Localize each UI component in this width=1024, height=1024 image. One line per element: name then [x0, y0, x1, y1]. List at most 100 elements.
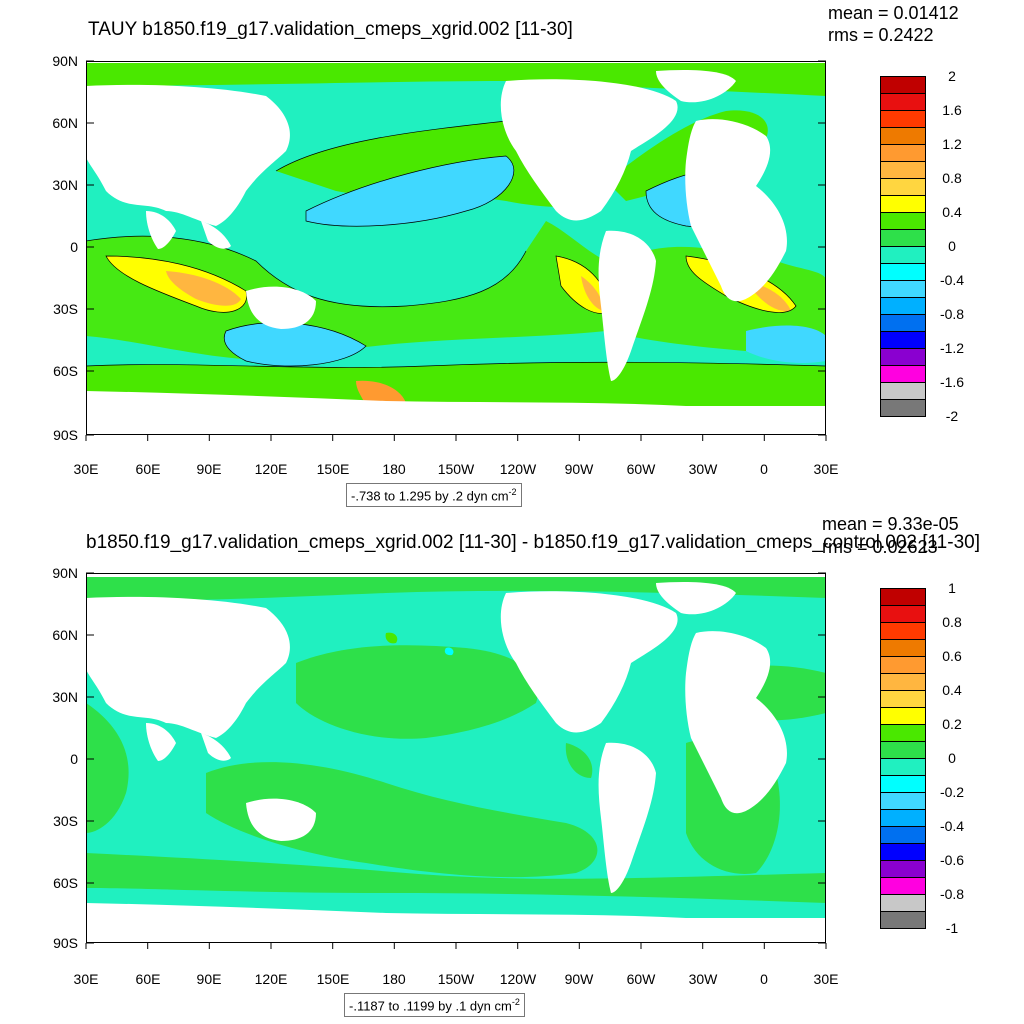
- colorbar-tick-label: 0.8: [942, 614, 962, 630]
- lat-label: 90S: [53, 935, 78, 951]
- colorbar-tick-label: -0.6: [939, 852, 965, 868]
- colorbar-swatch: [880, 792, 926, 810]
- lon-label: 30W: [688, 971, 718, 987]
- colorbar-swatch: [880, 707, 926, 725]
- colorbar-tick-label: 0.2: [942, 716, 962, 732]
- colorbar-swatch: [880, 263, 926, 281]
- colorbar-tick-label: -1.2: [939, 340, 965, 356]
- land-south-america: [598, 742, 656, 893]
- colorbar-swatch: [880, 365, 926, 383]
- colorbar-swatch: [880, 758, 926, 776]
- land-antarctica: [86, 391, 826, 435]
- map-ticks: [85, 60, 827, 441]
- land-greenland: [656, 582, 736, 615]
- panel-title: TAUY b1850.f19_g17.validation_cmeps_xgri…: [88, 19, 573, 40]
- positive-anomaly-regions: [86, 577, 826, 903]
- colorbar-swatch: [880, 809, 926, 827]
- lon-label: 0: [760, 971, 768, 987]
- map-ticks: [85, 572, 827, 949]
- land-asia: [86, 84, 290, 226]
- lat-label: 60N: [52, 115, 78, 131]
- lon-label: 150E: [316, 971, 350, 987]
- colorbar-tick-label: -1.6: [939, 374, 965, 390]
- colorbar-swatch: [880, 127, 926, 145]
- contour-info-label: -.1187 to .1199 by .1 dyn cm-2: [344, 993, 525, 1018]
- blue-core-south-pacific: [224, 322, 366, 366]
- colorbar-swatch: [880, 860, 926, 878]
- colorbar-swatch: [880, 826, 926, 844]
- colorbar-swatch: [880, 894, 926, 912]
- colorbar-tick-label: 0.8: [942, 170, 962, 186]
- lat-label: 30N: [52, 177, 78, 193]
- lat-label: 0: [70, 751, 78, 767]
- land-india: [146, 723, 176, 761]
- lat-label: 60S: [53, 875, 78, 891]
- lon-label: 180: [382, 971, 406, 987]
- panel-title: b1850.f19_g17.validation_cmeps_xgrid.002…: [86, 532, 980, 553]
- colorbar-swatch: [880, 775, 926, 793]
- land-antarctica: [86, 903, 826, 943]
- colorbar-tick-label: 0: [948, 238, 956, 254]
- colorbar-swatch: [880, 161, 926, 179]
- colorbar-swatch: [880, 229, 926, 247]
- green-band-southern-ocean: [86, 362, 826, 406]
- lon-label: 180: [382, 461, 406, 477]
- map-plot: [86, 61, 826, 435]
- lat-label: 30S: [53, 813, 78, 829]
- colorbar-swatch: [880, 690, 926, 708]
- tiny-positive-anomaly: [385, 632, 398, 644]
- lat-label: 0: [70, 239, 78, 255]
- colorbar-tick-label: -0.2: [939, 784, 965, 800]
- colorbar-swatch: [880, 144, 926, 162]
- lon-label: 90W: [564, 461, 594, 477]
- colorbar-swatch: [880, 93, 926, 111]
- colorbar-tick-label: -2: [945, 408, 959, 424]
- colorbar-swatch: [880, 656, 926, 674]
- lon-label: 30E: [813, 461, 839, 477]
- colorbar-swatch: [880, 911, 926, 929]
- contour-info-text: -.1187 to .1199 by .1 dyn cm: [349, 998, 512, 1014]
- lon-label: 30E: [73, 461, 99, 477]
- land-north-america: [500, 79, 678, 221]
- lon-label: 90E: [196, 971, 222, 987]
- colorbar-tick-label: 1.6: [942, 102, 962, 118]
- orange-max-indian: [166, 271, 241, 306]
- contour-info-exponent: -2: [511, 997, 520, 1007]
- land-south-america: [598, 230, 656, 381]
- lat-label: 60S: [53, 363, 78, 379]
- contour-info-exponent: -2: [508, 487, 517, 497]
- lon-label: 30E: [73, 971, 99, 987]
- colorbar-swatch: [880, 314, 926, 332]
- colorbar: [880, 588, 926, 929]
- colorbar-tick-label: -1: [945, 920, 959, 936]
- land-australia: [246, 286, 316, 329]
- colorbar-swatch: [880, 76, 926, 94]
- lon-label: 60W: [626, 971, 656, 987]
- lat-label: 30N: [52, 689, 78, 705]
- lon-label: 150W: [437, 461, 475, 477]
- orange-max-eastern-pacific: [581, 276, 604, 311]
- lon-label: 30W: [688, 461, 718, 477]
- lat-label: 90S: [53, 427, 78, 443]
- colorbar-swatch: [880, 741, 926, 759]
- colorbar-swatch: [880, 110, 926, 128]
- colorbar-swatch: [880, 622, 926, 640]
- lon-label: 60W: [626, 461, 656, 477]
- colorbar-tick-label: -0.8: [939, 306, 965, 322]
- colorbar-tick-label: 0.4: [942, 682, 962, 698]
- lon-label: 120E: [254, 971, 288, 987]
- lon-label: 30E: [813, 971, 839, 987]
- colorbar-swatch: [880, 673, 926, 691]
- colorbar-swatch: [880, 843, 926, 861]
- land-australia: [246, 798, 316, 841]
- lon-label: 120W: [499, 971, 537, 987]
- blue-core-north-pacific: [306, 156, 514, 227]
- lon-label: 120W: [499, 461, 537, 477]
- land-europe-africa: [685, 119, 787, 302]
- rms-stat: rms = 0.02623: [822, 537, 938, 557]
- colorbar-swatch: [880, 195, 926, 213]
- colorbar-swatch: [880, 588, 926, 606]
- colorbar-tick-label: -0.4: [939, 272, 965, 288]
- lat-label: 90N: [52, 565, 78, 581]
- colorbar-tick-label: -0.4: [939, 818, 965, 834]
